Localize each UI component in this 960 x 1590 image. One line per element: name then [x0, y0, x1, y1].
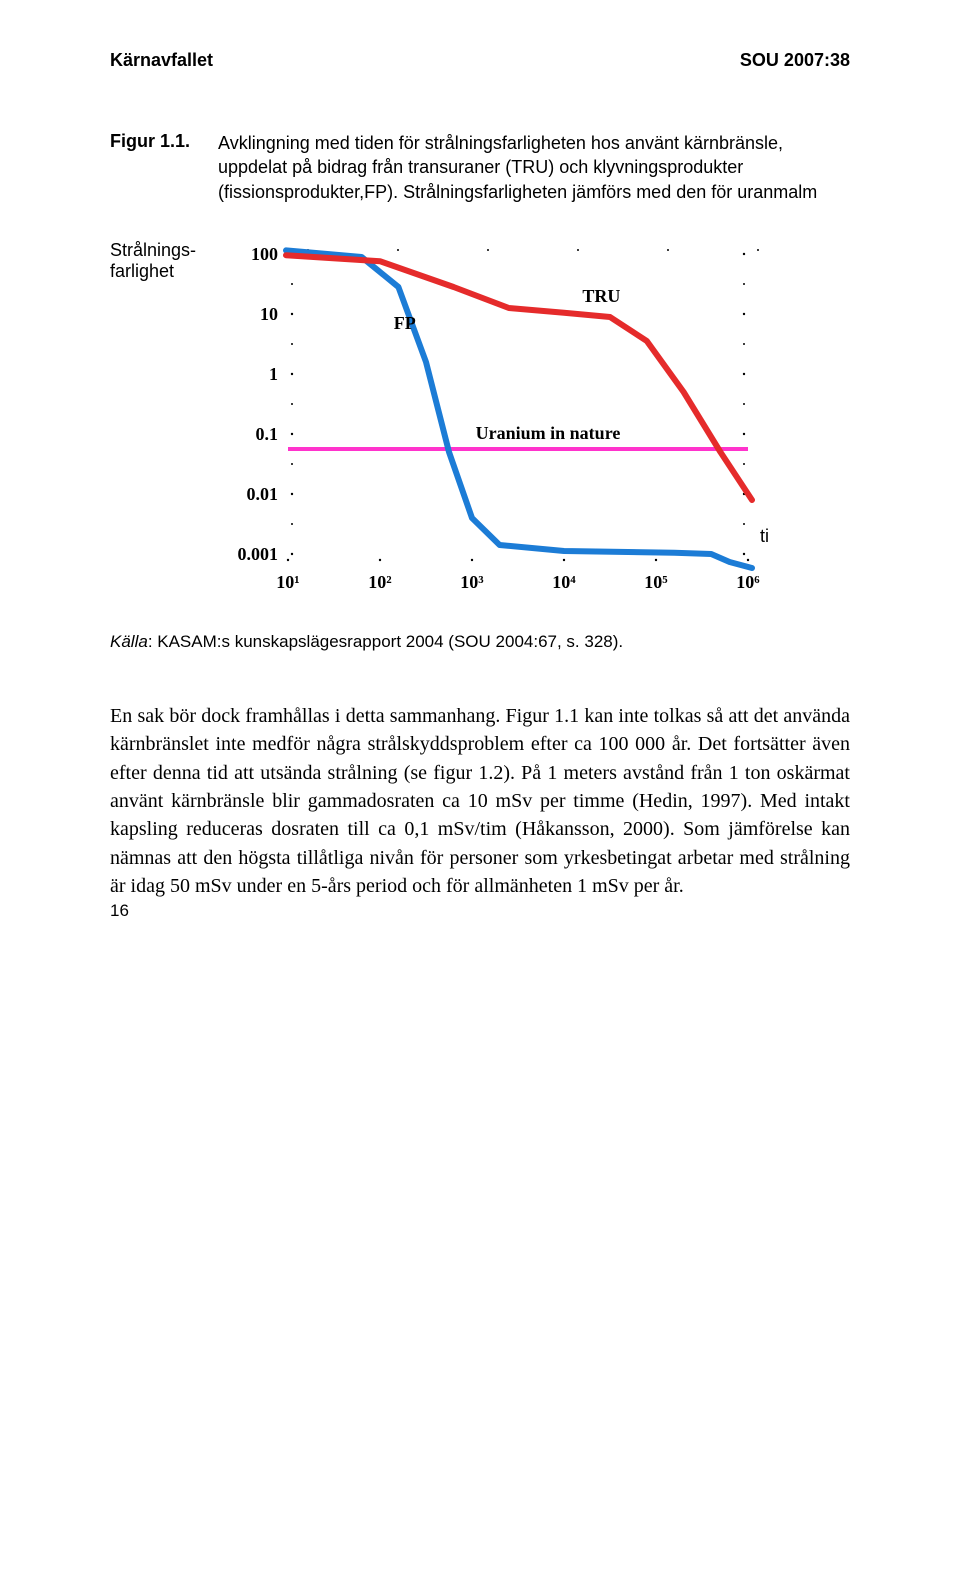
grid-dot — [743, 523, 745, 525]
grid-dot — [743, 553, 745, 555]
grid-dot — [287, 559, 289, 561]
grid-dot — [291, 433, 293, 435]
grid-dot — [397, 249, 399, 251]
grid-dot — [471, 559, 473, 561]
grid-dot — [291, 313, 293, 315]
grid-dot — [743, 373, 745, 375]
y-tick-label: 0.001 — [238, 544, 279, 564]
grid-dot — [291, 283, 293, 285]
x-axis-label: tid (år) — [760, 526, 768, 546]
source-prefix: Källa — [110, 632, 148, 651]
grid-dot — [487, 249, 489, 251]
body-paragraph: En sak bör dock framhållas i detta samma… — [110, 702, 850, 901]
grid-dot — [291, 403, 293, 405]
y-tick-label: 10 — [260, 304, 278, 324]
page-number: 16 — [110, 901, 129, 921]
grid-dot — [743, 253, 745, 255]
grid-dot — [291, 343, 293, 345]
grid-dot — [743, 463, 745, 465]
grid-dot — [743, 313, 745, 315]
grid-dot — [757, 249, 759, 251]
uranium-label: Uranium in nature — [476, 423, 621, 443]
y-tick-label: 100 — [251, 244, 278, 264]
y-tick-label: 0.1 — [256, 424, 279, 444]
tru-curve — [286, 255, 752, 500]
grid-dot — [291, 523, 293, 525]
figure-label: Figur 1.1. — [110, 131, 190, 204]
y-tick-label: 1 — [269, 364, 278, 384]
y-axis-label-line1: Strålnings- — [110, 240, 196, 260]
x-tick-label: 10³ — [460, 572, 484, 592]
figure-caption-block: Figur 1.1. Avklingning med tiden för str… — [110, 131, 850, 204]
x-tick-label: 10⁵ — [644, 572, 668, 592]
chart-container: Strålnings- farlighet 100 10 1 0.1 0.01 0.001… — [110, 234, 850, 604]
grid-dot — [291, 373, 293, 375]
grid-dot — [743, 403, 745, 405]
figure-source: Källa: KASAM:s kunskapslägesrapport 2004… — [110, 632, 850, 652]
y-axis-label-line2: farlighet — [110, 261, 174, 281]
x-tick-label: 10² — [368, 572, 391, 592]
grid-dot — [563, 559, 565, 561]
fp-label: FP — [394, 313, 416, 333]
grid-dot — [743, 343, 745, 345]
header-right: SOU 2007:38 — [740, 50, 850, 71]
x-tick-label: 10⁶ — [736, 572, 760, 592]
grid-dot — [379, 559, 381, 561]
grid-dot — [743, 283, 745, 285]
grid-dot — [667, 249, 669, 251]
grid-dot — [743, 433, 745, 435]
header-left: Kärnavfallet — [110, 50, 213, 71]
grid-dot — [291, 553, 293, 555]
grid-dot — [291, 493, 293, 495]
y-axis-label: Strålnings- farlighet — [110, 240, 196, 283]
source-text: : KASAM:s kunskapslägesrapport 2004 (SOU… — [148, 632, 623, 651]
grid-dot — [655, 559, 657, 561]
figure-caption: Avklingning med tiden för strålningsfarl… — [218, 131, 850, 204]
decay-chart: 100 10 1 0.1 0.01 0.001 10¹ 10² 10³ 10⁴ 10⁵ 10⁶ tid … — [208, 234, 768, 604]
fp-curve — [286, 250, 752, 568]
x-tick-label: 10⁴ — [552, 572, 576, 592]
grid-dot — [291, 463, 293, 465]
tru-label: TRU — [582, 286, 620, 306]
y-tick-label: 0.01 — [247, 484, 279, 504]
grid-dot — [747, 559, 749, 561]
grid-dot — [577, 249, 579, 251]
x-tick-label: 10¹ — [276, 572, 299, 592]
